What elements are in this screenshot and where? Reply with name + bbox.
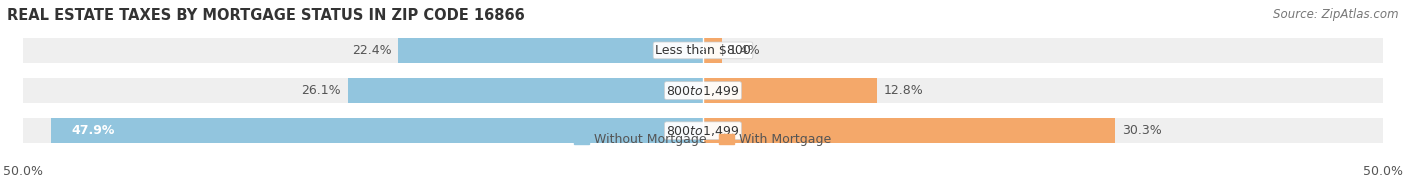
Bar [22,78,703,103]
Text: REAL ESTATE TAXES BY MORTGAGE STATUS IN ZIP CODE 16866: REAL ESTATE TAXES BY MORTGAGE STATUS IN … [7,8,524,23]
Text: 12.8%: 12.8% [884,84,924,97]
Bar [703,118,1115,143]
Text: 22.4%: 22.4% [352,44,391,57]
Bar [52,118,703,143]
Text: Source: ZipAtlas.com: Source: ZipAtlas.com [1274,8,1399,21]
Text: 47.9%: 47.9% [72,124,115,137]
Text: $800 to $1,499: $800 to $1,499 [666,83,740,98]
Text: 26.1%: 26.1% [301,84,342,97]
Text: 1.4%: 1.4% [728,44,761,57]
Bar [703,118,1384,143]
Bar [703,78,877,103]
Bar [703,38,723,63]
Text: $800 to $1,499: $800 to $1,499 [666,124,740,138]
Bar [703,78,1384,103]
Text: 30.3%: 30.3% [1122,124,1161,137]
Bar [703,38,1384,63]
Bar [22,38,703,63]
Bar [347,78,703,103]
Bar [22,118,703,143]
Bar [398,38,703,63]
Text: Less than $800: Less than $800 [655,44,751,57]
Legend: Without Mortgage, With Mortgage: Without Mortgage, With Mortgage [569,128,837,151]
